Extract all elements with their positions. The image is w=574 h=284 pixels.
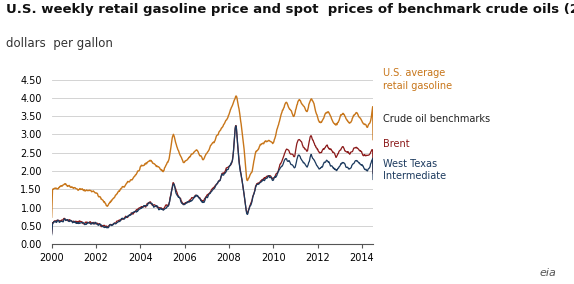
Text: dollars  per gallon: dollars per gallon (6, 37, 113, 50)
Text: U.S. average
retail gasoline: U.S. average retail gasoline (383, 68, 452, 91)
Text: eia: eia (540, 268, 557, 278)
Text: West Texas
Intermediate: West Texas Intermediate (383, 159, 446, 181)
Text: Crude oil benchmarks: Crude oil benchmarks (383, 114, 490, 124)
Text: Brent: Brent (383, 139, 409, 149)
Text: U.S. weekly retail gasoline price and spot  prices of benchmark crude oils (2000: U.S. weekly retail gasoline price and sp… (6, 3, 574, 16)
